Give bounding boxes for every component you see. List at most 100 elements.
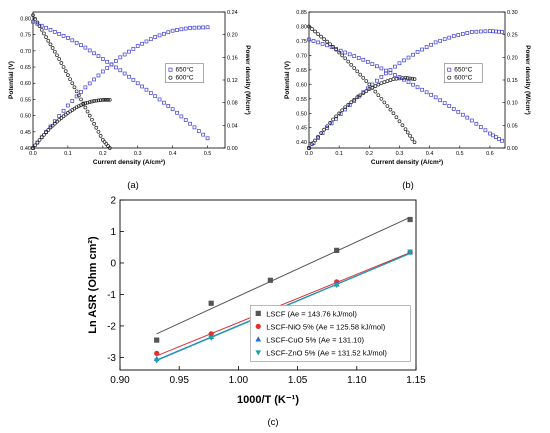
legend: LSCF (Ae = 143.76 kJ/mol) LSCF-NiO 5% (Ae…	[249, 305, 411, 362]
data-point	[385, 104, 390, 108]
x-axis-title: 1000/T (K⁻¹)	[237, 394, 299, 406]
data-point	[48, 124, 53, 129]
data-point	[367, 87, 372, 91]
data-point	[329, 45, 334, 49]
legend-label: 650°C	[454, 66, 472, 74]
data-point	[31, 13, 35, 18]
x-axis-title: Current density (A/cm²)	[371, 159, 443, 166]
data-point	[70, 81, 75, 86]
data-point	[391, 77, 396, 81]
legend-label: 600°C	[175, 74, 193, 82]
data-point	[465, 31, 470, 35]
data-point	[394, 76, 399, 81]
data-point	[44, 35, 48, 39]
data-point	[316, 136, 320, 140]
data-point	[175, 110, 179, 115]
data-point	[140, 41, 144, 46]
x-tick-label: 0.1	[335, 151, 343, 157]
data-point	[393, 64, 397, 69]
data-point	[322, 37, 326, 41]
x-tick-label: 0.3	[134, 151, 142, 157]
data-point	[44, 130, 48, 135]
data-point	[465, 115, 470, 120]
data-point	[31, 19, 35, 24]
y-tick-label: 0.80	[296, 24, 307, 30]
legend-label: 650°C	[175, 66, 193, 74]
legend-box	[165, 63, 204, 83]
data-point	[331, 44, 335, 49]
data-point	[325, 39, 329, 44]
data-point	[76, 104, 81, 109]
data-point	[55, 53, 59, 58]
data-point	[491, 29, 495, 34]
data-point	[403, 127, 408, 132]
data-point	[379, 96, 384, 101]
x-tick-label: 1.15	[406, 375, 426, 386]
data-point	[438, 38, 443, 43]
data-point	[456, 33, 461, 37]
data-point	[420, 47, 424, 52]
data-point	[114, 65, 118, 70]
data-point	[48, 125, 53, 130]
y2-tick-label: 0.00	[227, 146, 238, 152]
x-tick-label: 1.00	[229, 375, 249, 386]
series-650°C	[31, 25, 210, 150]
series-600°C	[31, 97, 112, 150]
data-point	[66, 103, 70, 108]
data-point	[376, 82, 381, 87]
data-point	[154, 337, 160, 343]
data-point	[349, 100, 354, 105]
data-point	[192, 125, 197, 130]
data-point	[374, 78, 379, 83]
data-point	[337, 50, 342, 55]
series-650°C	[307, 37, 504, 143]
data-point	[365, 60, 370, 64]
data-point	[393, 73, 397, 77]
series-600°C	[307, 75, 417, 150]
data-point	[397, 119, 402, 124]
data-point	[373, 89, 378, 94]
data-point	[355, 95, 360, 100]
y2-tick-label: 0.00	[507, 146, 518, 152]
panel-a: 0.0 0.1 0.2 0.3 0.4 0.5 0.40 0.45 0.50 0.55 0.60 0.…	[8, 10, 251, 191]
y-tick-label: -1	[107, 290, 116, 301]
legend-box	[443, 63, 483, 83]
data-point	[334, 247, 340, 253]
panel-label: (b)	[402, 180, 414, 191]
y-tick-label: 0.80	[20, 16, 31, 22]
data-point	[328, 120, 332, 125]
data-point	[479, 29, 483, 34]
y2-tick-label: 0.08	[227, 101, 238, 107]
data-point	[500, 30, 504, 34]
data-point	[175, 28, 179, 32]
data-point	[188, 26, 192, 30]
data-point	[433, 40, 438, 45]
legend-marker	[255, 350, 262, 356]
data-point	[497, 137, 501, 141]
x-tick-label: 0.2	[365, 151, 373, 157]
data-point	[415, 50, 420, 54]
data-point	[83, 45, 88, 50]
data-point	[310, 142, 314, 147]
data-point	[201, 132, 206, 137]
data-point	[48, 27, 53, 32]
data-point	[52, 119, 57, 124]
data-point	[72, 85, 77, 90]
panel-label: (a)	[127, 180, 139, 191]
data-point	[42, 31, 46, 36]
data-point	[179, 114, 184, 119]
data-point	[102, 97, 107, 102]
data-point	[328, 42, 332, 47]
data-point	[406, 80, 411, 85]
data-point	[39, 23, 44, 28]
data-point	[92, 51, 96, 56]
data-point	[68, 77, 72, 82]
data-point	[442, 101, 447, 105]
data-point	[122, 71, 127, 76]
data-point	[52, 29, 57, 34]
data-point	[79, 103, 83, 108]
data-point	[474, 121, 479, 126]
plot-frame	[119, 199, 417, 371]
data-point	[76, 93, 81, 98]
y2-tick-label: 0.04	[227, 123, 238, 129]
